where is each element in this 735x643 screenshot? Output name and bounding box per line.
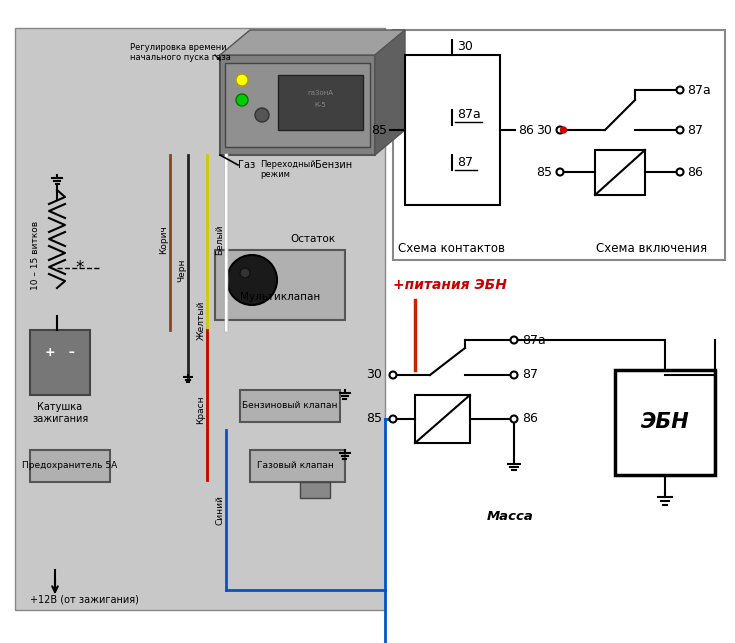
FancyBboxPatch shape xyxy=(250,450,345,482)
Text: Красн: Красн xyxy=(196,395,206,424)
Text: гаЗонА: гаЗонА xyxy=(307,90,333,96)
FancyBboxPatch shape xyxy=(215,250,345,320)
Polygon shape xyxy=(375,30,405,155)
Text: Бензиновый клапан: Бензиновый клапан xyxy=(243,401,338,410)
Text: Регулировка времени
начального пуска газа: Регулировка времени начального пуска газ… xyxy=(130,43,231,62)
Text: Катушка
зажигания: Катушка зажигания xyxy=(32,402,88,424)
Text: 30: 30 xyxy=(457,41,473,53)
Circle shape xyxy=(511,415,517,422)
Text: Желтый: Желтый xyxy=(196,300,206,340)
Text: +   –: + – xyxy=(45,347,75,359)
Circle shape xyxy=(676,168,684,176)
FancyBboxPatch shape xyxy=(393,30,725,260)
Text: 86: 86 xyxy=(518,123,534,136)
Text: 87a: 87a xyxy=(522,334,546,347)
Text: Газовый клапан: Газовый клапан xyxy=(257,462,334,471)
FancyBboxPatch shape xyxy=(415,395,470,443)
Text: Схема контактов: Схема контактов xyxy=(398,242,506,255)
Circle shape xyxy=(236,94,248,106)
Circle shape xyxy=(390,372,396,379)
FancyBboxPatch shape xyxy=(405,55,500,205)
Text: 30: 30 xyxy=(536,123,552,136)
FancyBboxPatch shape xyxy=(15,28,385,610)
Text: +питания ЭБН: +питания ЭБН xyxy=(393,278,507,292)
Circle shape xyxy=(561,127,567,133)
Text: Масса: Масса xyxy=(487,510,534,523)
Text: К-5: К-5 xyxy=(314,102,326,108)
Text: 86: 86 xyxy=(687,165,703,179)
FancyBboxPatch shape xyxy=(278,75,363,130)
Circle shape xyxy=(390,415,396,422)
Circle shape xyxy=(227,255,277,305)
FancyBboxPatch shape xyxy=(30,450,110,482)
Text: Газ: Газ xyxy=(238,160,255,170)
Circle shape xyxy=(236,74,248,86)
Text: 87: 87 xyxy=(457,156,473,170)
Text: Схема включения: Схема включения xyxy=(596,242,708,255)
Polygon shape xyxy=(220,30,405,55)
Text: 87: 87 xyxy=(522,368,538,381)
Circle shape xyxy=(240,268,250,278)
FancyBboxPatch shape xyxy=(240,390,340,422)
Text: 85: 85 xyxy=(366,413,382,426)
FancyBboxPatch shape xyxy=(595,150,645,195)
Text: Белый: Белый xyxy=(215,225,224,255)
Circle shape xyxy=(255,108,269,122)
Circle shape xyxy=(511,372,517,379)
Circle shape xyxy=(556,168,564,176)
FancyBboxPatch shape xyxy=(300,482,330,498)
Text: 30: 30 xyxy=(366,368,382,381)
Text: Бензин: Бензин xyxy=(315,160,352,170)
Circle shape xyxy=(676,87,684,93)
Text: *: * xyxy=(75,259,83,277)
Text: Корич: Корич xyxy=(159,226,168,255)
Text: ЭБН: ЭБН xyxy=(641,412,689,432)
Text: +12В (от зажигания): +12В (от зажигания) xyxy=(30,595,139,605)
FancyBboxPatch shape xyxy=(220,55,375,155)
Text: 87a: 87a xyxy=(457,109,481,122)
Text: Остаток: Остаток xyxy=(290,234,335,244)
FancyBboxPatch shape xyxy=(615,370,715,475)
Text: Переходный
режим: Переходный режим xyxy=(260,160,315,179)
Text: Синий: Синий xyxy=(215,495,224,525)
Text: 85: 85 xyxy=(371,123,387,136)
Text: 87: 87 xyxy=(687,123,703,136)
Text: Мультиклапан: Мультиклапан xyxy=(240,292,320,302)
FancyBboxPatch shape xyxy=(225,63,370,147)
Text: 86: 86 xyxy=(522,413,538,426)
FancyBboxPatch shape xyxy=(30,330,90,395)
Circle shape xyxy=(556,127,564,134)
Text: 10 – 15 витков: 10 – 15 витков xyxy=(30,221,40,289)
Text: 85: 85 xyxy=(536,165,552,179)
Text: 87a: 87a xyxy=(687,84,711,96)
Circle shape xyxy=(676,127,684,134)
Text: Черн: Черн xyxy=(177,258,187,282)
Circle shape xyxy=(511,336,517,343)
Text: Предохранитель 5А: Предохранитель 5А xyxy=(22,462,118,471)
